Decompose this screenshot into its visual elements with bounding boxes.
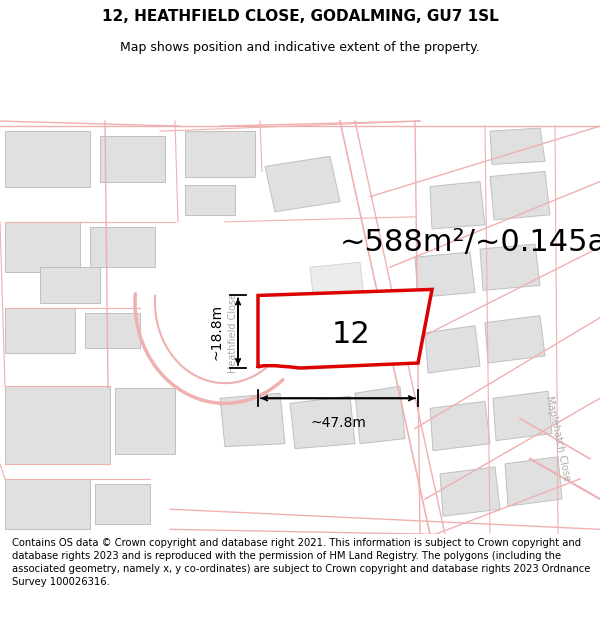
Polygon shape xyxy=(90,227,155,268)
Polygon shape xyxy=(430,401,490,451)
Text: ~47.8m: ~47.8m xyxy=(310,416,366,431)
Text: 12, HEATHFIELD CLOSE, GODALMING, GU7 1SL: 12, HEATHFIELD CLOSE, GODALMING, GU7 1SL xyxy=(101,9,499,24)
Polygon shape xyxy=(95,484,150,524)
Polygon shape xyxy=(185,184,235,215)
Text: 12: 12 xyxy=(332,319,371,349)
Polygon shape xyxy=(290,396,355,449)
Polygon shape xyxy=(493,391,552,441)
Text: ~18.8m: ~18.8m xyxy=(210,304,224,360)
Text: ~588m²/~0.145ac.: ~588m²/~0.145ac. xyxy=(340,228,600,256)
Text: Maplehatch Close: Maplehatch Close xyxy=(544,395,572,482)
Polygon shape xyxy=(185,131,255,176)
Polygon shape xyxy=(355,386,405,444)
Polygon shape xyxy=(85,312,140,348)
Polygon shape xyxy=(430,181,485,229)
Polygon shape xyxy=(5,222,80,272)
Polygon shape xyxy=(490,171,550,220)
Polygon shape xyxy=(115,388,175,454)
Polygon shape xyxy=(5,131,90,187)
Text: Contains OS data © Crown copyright and database right 2021. This information is : Contains OS data © Crown copyright and d… xyxy=(12,538,590,587)
Polygon shape xyxy=(310,262,365,312)
Polygon shape xyxy=(425,326,480,373)
Text: Map shows position and indicative extent of the property.: Map shows position and indicative extent… xyxy=(120,41,480,54)
Polygon shape xyxy=(5,479,90,529)
Text: Heathfield Close: Heathfield Close xyxy=(228,292,238,373)
PathPatch shape xyxy=(258,289,432,368)
Polygon shape xyxy=(440,467,500,516)
Polygon shape xyxy=(40,268,100,302)
Polygon shape xyxy=(5,386,110,464)
Polygon shape xyxy=(480,244,540,291)
Polygon shape xyxy=(490,128,545,164)
Polygon shape xyxy=(100,136,165,181)
Polygon shape xyxy=(505,457,562,506)
Polygon shape xyxy=(220,393,285,447)
Polygon shape xyxy=(265,156,340,212)
Polygon shape xyxy=(485,316,545,363)
Polygon shape xyxy=(5,308,75,353)
Polygon shape xyxy=(415,252,475,298)
